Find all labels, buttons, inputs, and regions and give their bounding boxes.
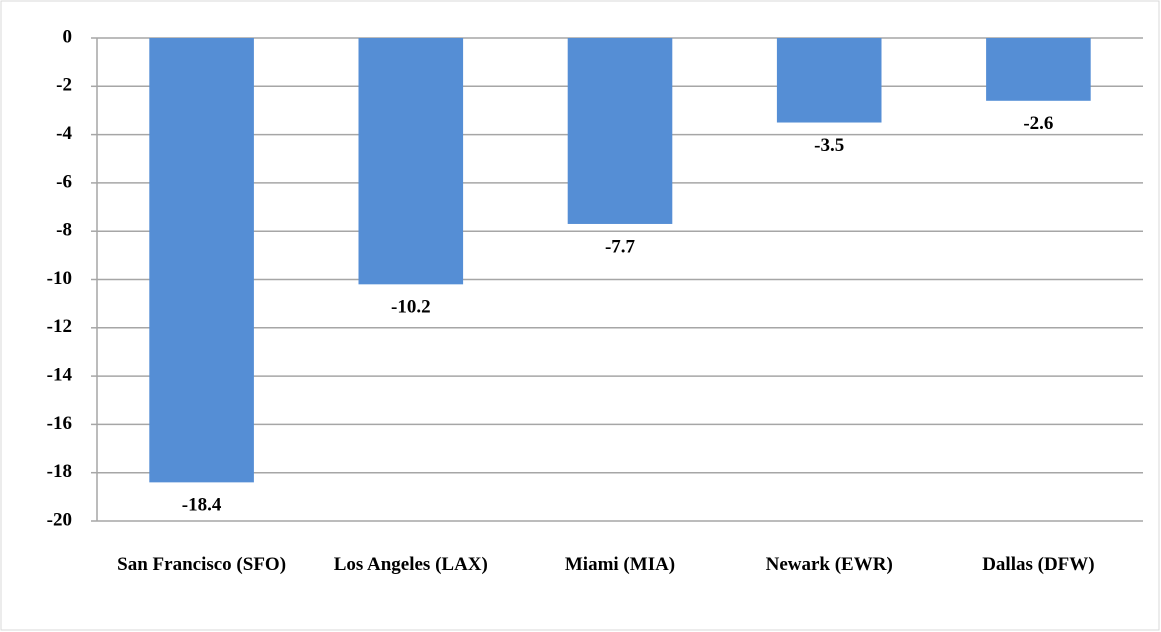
x-tick-label: Newark (EWR)	[765, 554, 893, 575]
y-tick-label: -14	[47, 364, 73, 385]
y-tick-label: -18	[47, 461, 72, 482]
y-tick-label: -10	[47, 268, 72, 289]
y-tick-label: -2	[56, 75, 72, 96]
y-tick-label: -12	[47, 316, 72, 337]
x-tick-label: Los Angeles (LAX)	[333, 554, 488, 575]
y-tick-label: -16	[47, 413, 72, 434]
data-label: -7.7	[605, 236, 636, 257]
data-label: -3.5	[814, 135, 844, 156]
y-tick-label: -4	[56, 123, 72, 144]
bar	[776, 38, 882, 123]
data-label: -2.6	[1023, 113, 1053, 134]
x-tick-label: Miami (MIA)	[564, 554, 676, 575]
y-tick-label: 0	[63, 26, 73, 47]
bar	[149, 38, 254, 483]
y-tick-label: -6	[56, 171, 72, 192]
y-tick-label: -8	[56, 220, 72, 241]
x-tick-label: San Francisco (SFO)	[117, 554, 287, 575]
y-tick-label: -20	[47, 509, 72, 530]
bar	[986, 38, 1091, 101]
x-tick-label: Dallas (DFW)	[982, 554, 1095, 575]
bar	[358, 38, 464, 285]
data-label: -18.4	[182, 495, 222, 516]
data-label: -10.2	[391, 297, 431, 318]
bar	[567, 38, 673, 224]
